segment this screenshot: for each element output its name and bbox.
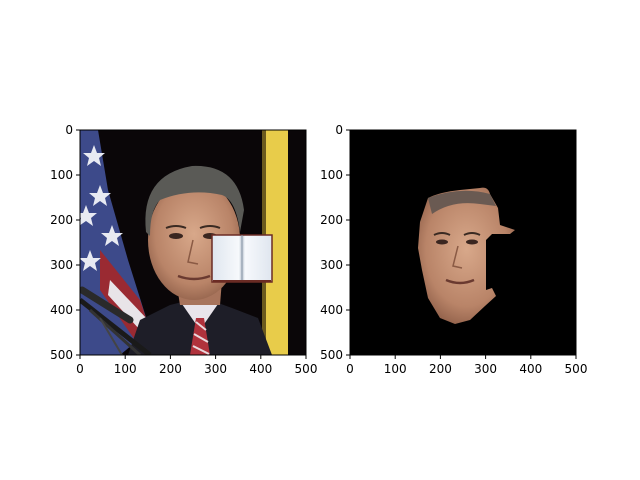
left-x-tick-label: 500 bbox=[295, 362, 318, 376]
right-x-tick-label: 0 bbox=[346, 362, 354, 376]
right-x-tick-label: 500 bbox=[565, 362, 588, 376]
left-y-tick-label: 400 bbox=[50, 303, 73, 317]
right-x-tick-label: 100 bbox=[384, 362, 407, 376]
segmented-face bbox=[418, 187, 515, 324]
right-y-tick-label: 0 bbox=[335, 123, 343, 137]
right-image bbox=[350, 130, 576, 355]
right-x-tick-label: 200 bbox=[429, 362, 452, 376]
left-x-tick-label: 0 bbox=[76, 362, 84, 376]
left-x-tick-label: 400 bbox=[249, 362, 272, 376]
left-image bbox=[80, 130, 306, 355]
right-axes-frame bbox=[349, 129, 577, 356]
left-x-tick-label: 300 bbox=[204, 362, 227, 376]
left-axes-frame bbox=[79, 129, 307, 356]
right-y-tick-label: 300 bbox=[320, 258, 343, 272]
right-y-tick-label: 100 bbox=[320, 168, 343, 182]
right-y-tick-label: 200 bbox=[320, 213, 343, 227]
left-x-tick-label: 200 bbox=[159, 362, 182, 376]
right-x-tick-label: 300 bbox=[474, 362, 497, 376]
right-x-tick-label: 400 bbox=[519, 362, 542, 376]
book-overlay bbox=[211, 234, 273, 283]
right-y-tick-label: 400 bbox=[320, 303, 343, 317]
left-y-tick-label: 200 bbox=[50, 213, 73, 227]
left-y-tick-label: 500 bbox=[50, 348, 73, 362]
right-y-tick-label: 500 bbox=[320, 348, 343, 362]
hair bbox=[145, 165, 244, 236]
microphones bbox=[80, 286, 152, 355]
left-y-tick-label: 300 bbox=[50, 258, 73, 272]
left-y-tick-label: 100 bbox=[50, 168, 73, 182]
left-y-tick-label: 0 bbox=[65, 123, 73, 137]
yellow-banner bbox=[266, 130, 288, 355]
left-x-tick-label: 100 bbox=[114, 362, 137, 376]
